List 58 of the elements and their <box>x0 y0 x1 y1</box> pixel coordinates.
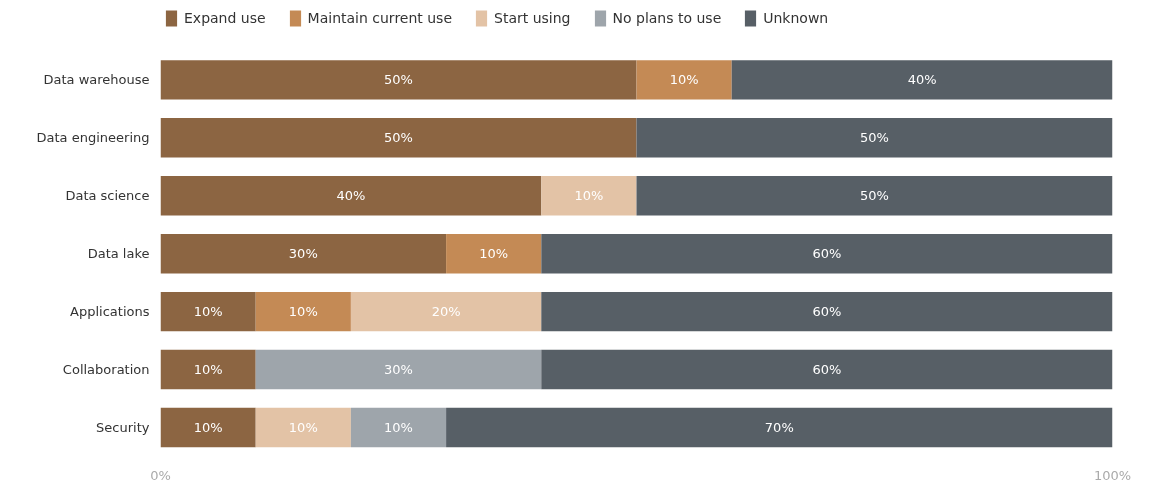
y-tick-label: Data science <box>65 188 150 204</box>
data-label: 10% <box>669 72 699 88</box>
x-tick-label: 100% <box>1093 467 1132 483</box>
data-label: 20% <box>431 304 461 320</box>
data-label: 10% <box>288 304 318 320</box>
data-label: 10% <box>193 362 223 378</box>
data-label: 40% <box>907 72 937 88</box>
bar <box>160 118 637 158</box>
bar <box>731 60 1113 100</box>
data-label: 10% <box>384 420 413 436</box>
y-tick-label: Applications <box>70 304 150 320</box>
bar <box>160 349 256 390</box>
data-label: 30% <box>384 362 413 378</box>
bar <box>350 407 447 448</box>
bar <box>160 407 256 448</box>
bar <box>160 176 542 216</box>
bar <box>446 407 1113 448</box>
bar <box>255 291 351 332</box>
data-label: 50% <box>860 188 889 204</box>
legend-label: Unknown <box>763 10 829 26</box>
data-label: 30% <box>288 246 318 262</box>
bar <box>160 233 447 274</box>
data-label: 50% <box>384 130 413 146</box>
bar <box>255 349 542 390</box>
bar <box>541 233 1113 274</box>
bar <box>636 176 1113 216</box>
bar <box>636 118 1113 158</box>
data-label: 60% <box>812 246 842 262</box>
data-label: 40% <box>336 188 366 204</box>
data-label: 50% <box>384 72 413 88</box>
legend-label: No plans to use <box>612 10 722 26</box>
bar <box>446 233 542 274</box>
data-label: 50% <box>860 130 889 146</box>
y-tick-label: Data lake <box>87 246 150 262</box>
data-label: 10% <box>479 246 509 262</box>
legend-label: Expand use <box>184 10 266 26</box>
bar <box>255 407 351 448</box>
bar <box>160 291 256 332</box>
x-tick-label: 0% <box>150 467 171 483</box>
bar <box>541 291 1113 332</box>
y-tick-label: Data engineering <box>36 130 150 146</box>
data-label: 60% <box>812 304 842 320</box>
legend-label: Start using <box>494 10 571 26</box>
bar <box>160 60 637 100</box>
bar <box>636 60 732 100</box>
y-tick-label: Collaboration <box>62 362 150 378</box>
data-label: 10% <box>193 304 223 320</box>
data-label: 60% <box>812 362 842 378</box>
y-tick-label: Data warehouse <box>43 72 150 88</box>
data-label: 10% <box>574 188 604 204</box>
bar <box>541 349 1113 390</box>
legend-label: Maintain current use <box>307 10 453 26</box>
bar <box>541 176 637 216</box>
data-label: 10% <box>288 420 318 436</box>
data-label: 70% <box>764 420 794 436</box>
bar <box>350 291 542 332</box>
data-label: 10% <box>193 420 223 436</box>
y-tick-label: Security <box>96 420 150 436</box>
